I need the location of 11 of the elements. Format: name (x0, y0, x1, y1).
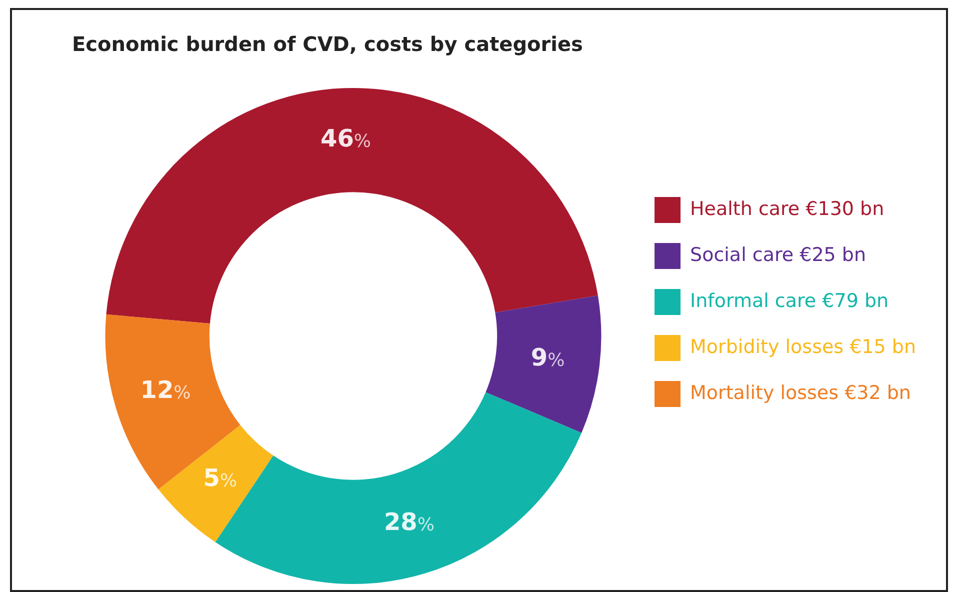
legend-label: Health care €130 bn (690, 198, 884, 220)
chart-title: Economic burden of CVD, costs by categories (72, 32, 583, 56)
data-label: 28% (384, 508, 434, 536)
legend-label: Social care €25 bn (690, 244, 866, 266)
legend-label: Informal care €79 bn (690, 290, 889, 312)
legend-label: Mortality losses €32 bn (690, 382, 911, 404)
data-label: 46% (320, 124, 371, 152)
data-label: 5% (203, 464, 238, 492)
legend-label: Morbidity losses €15 bn (690, 336, 916, 358)
data-label: 12% (140, 376, 191, 404)
data-label: 9% (530, 343, 565, 372)
